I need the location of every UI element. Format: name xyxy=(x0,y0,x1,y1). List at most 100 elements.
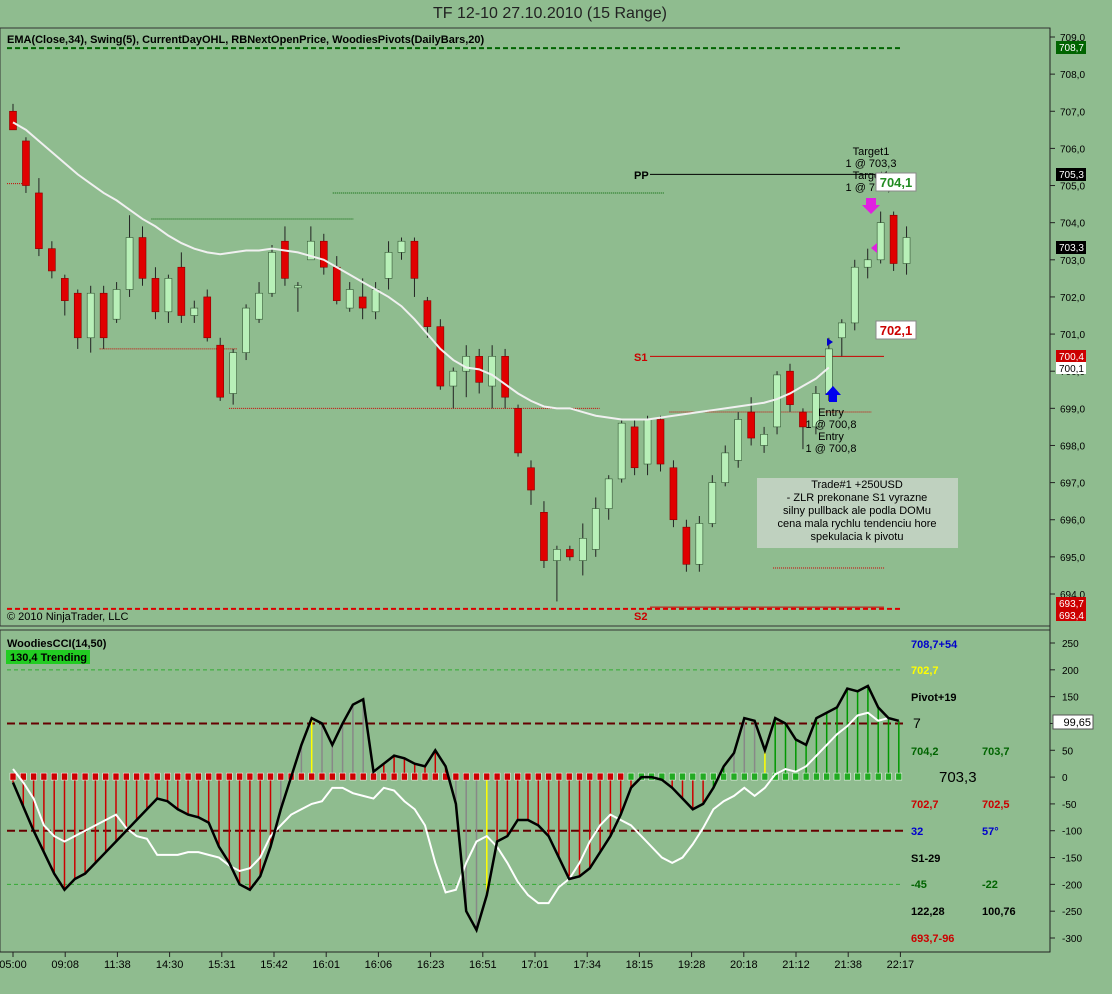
candle-body xyxy=(902,237,911,264)
ema-line xyxy=(12,121,830,421)
candle-body xyxy=(604,478,613,509)
target-label: Target1 xyxy=(853,146,890,158)
cci-zero-marker xyxy=(236,772,243,781)
cci-zero-marker xyxy=(81,772,89,781)
candle-body xyxy=(281,240,289,279)
cci-zero-marker xyxy=(689,772,697,781)
candle-body xyxy=(799,411,807,428)
candle-body xyxy=(60,278,69,301)
price-tick-label: 703,0 xyxy=(1060,256,1085,267)
target-price-box-text: 704,1 xyxy=(880,175,913,190)
cci-zero-marker xyxy=(9,772,17,781)
cci-histogram xyxy=(9,685,903,930)
candle-body xyxy=(229,352,237,394)
cci-readout-text: 99,65 xyxy=(1063,717,1091,729)
cci-zero-marker xyxy=(524,772,532,781)
cci-zero-marker xyxy=(184,772,192,781)
candle-body xyxy=(190,307,199,316)
price-tick-label: 707,0 xyxy=(1060,107,1085,118)
x-tick-label: 18:15 xyxy=(626,959,654,971)
cci-zero-marker xyxy=(802,772,810,781)
cci-info-text: 7 xyxy=(913,715,921,731)
entry-label-2: Entry xyxy=(818,431,844,443)
price-badge-text: 693,7 xyxy=(1059,599,1084,610)
cci-zero-marker xyxy=(61,772,68,781)
cci-info-text: 703,7 xyxy=(982,746,1010,758)
candle-body xyxy=(358,296,367,309)
candle-body xyxy=(812,393,820,428)
candle-body xyxy=(837,322,846,339)
trade-note-line: Trade#1 +250USD xyxy=(811,479,903,491)
candle-body xyxy=(643,419,652,465)
candle-body xyxy=(151,278,160,313)
entry-price-label: 1 @ 700,8 xyxy=(806,419,857,431)
candle-body xyxy=(294,285,302,289)
cci-info-text: 122,28 xyxy=(911,906,945,918)
cci-zero-marker xyxy=(246,772,254,781)
trade-note-line: silny pullback ale podla DOMu xyxy=(783,505,931,517)
candle-body xyxy=(773,374,781,428)
x-tick-label: 16:01 xyxy=(312,959,340,971)
price-badge-text: 700,4 xyxy=(1059,352,1084,363)
cci-tick-label: 50 xyxy=(1062,746,1074,757)
price-tick-label: 701,0 xyxy=(1060,330,1085,341)
cci-zero-marker xyxy=(370,772,377,781)
cci-info-text: 32 xyxy=(911,826,923,838)
price-indicators-label: EMA(Close,34), Swing(5), CurrentDayOHL, … xyxy=(7,34,485,46)
cci-zero-marker xyxy=(329,772,336,781)
x-tick-label: 21:12 xyxy=(782,959,810,971)
cci-zero-marker xyxy=(174,772,182,781)
cci-zero-marker xyxy=(462,772,470,781)
cci-zero-marker xyxy=(452,772,460,781)
price-tick-label: 696,0 xyxy=(1060,516,1085,527)
x-tick-label: 16:51 xyxy=(469,959,497,971)
cci-zero-marker xyxy=(627,772,635,781)
candle-body xyxy=(22,140,30,186)
cci-zero-marker xyxy=(20,772,27,781)
candle-body xyxy=(850,266,859,324)
cci-y-axis: 250200150100500-50-100-150-200-250-300 xyxy=(7,639,1082,945)
price-tick-label: 705,0 xyxy=(1060,182,1085,193)
trade-note-line: spekulacia k pivotu xyxy=(811,531,904,543)
price-badges: 708,7 705,3 703,3 700,4 700,1 693,7 693,… xyxy=(1056,41,1086,622)
candle-body xyxy=(73,292,82,339)
candle-body xyxy=(889,214,898,264)
x-tick-label: 20:18 xyxy=(730,959,758,971)
stop-price-box-text: 702,1 xyxy=(880,323,913,338)
candle-body xyxy=(734,419,743,461)
cci-zero-marker xyxy=(359,772,367,781)
candle-body xyxy=(423,300,432,327)
pivot-pp-label: PP xyxy=(634,170,649,182)
cci-zero-marker xyxy=(92,772,99,781)
cci-zero-marker xyxy=(617,772,624,781)
candle-body xyxy=(125,237,134,290)
candle-body xyxy=(99,292,108,339)
cci-info-text: 702,7 xyxy=(911,665,939,677)
x-tick-label: 16:23 xyxy=(417,959,445,971)
cci-zero-marker xyxy=(123,772,130,781)
candle-body xyxy=(86,292,95,339)
x-tick-label: 05:00 xyxy=(0,959,27,971)
candle-body xyxy=(682,526,691,565)
cci-zero-marker xyxy=(102,772,109,781)
candle-body xyxy=(876,222,885,261)
cci-zero-marker xyxy=(432,772,439,781)
cci-tick-label: -100 xyxy=(1062,827,1082,838)
x-tick-label: 17:01 xyxy=(521,959,549,971)
cci-lines xyxy=(11,684,900,934)
price-badge-text: 693,4 xyxy=(1059,611,1084,622)
price-tick-label: 695,0 xyxy=(1060,553,1085,564)
cci-tick-label: -150 xyxy=(1062,854,1082,865)
x-tick-label: 15:31 xyxy=(208,959,236,971)
cci-zero-marker xyxy=(349,772,357,781)
cci-zero-marker xyxy=(195,772,202,781)
cci-zero-marker xyxy=(380,772,388,781)
candle-body xyxy=(747,411,755,439)
cci-zero-marker xyxy=(267,772,274,781)
cci-zero-marker xyxy=(164,772,171,781)
chart-title: TF 12-10 27.10.2010 (15 Range) xyxy=(433,5,667,22)
price-badge xyxy=(1056,597,1086,609)
price-tick-label: 706,0 xyxy=(1060,144,1085,155)
candle-body xyxy=(669,467,678,521)
